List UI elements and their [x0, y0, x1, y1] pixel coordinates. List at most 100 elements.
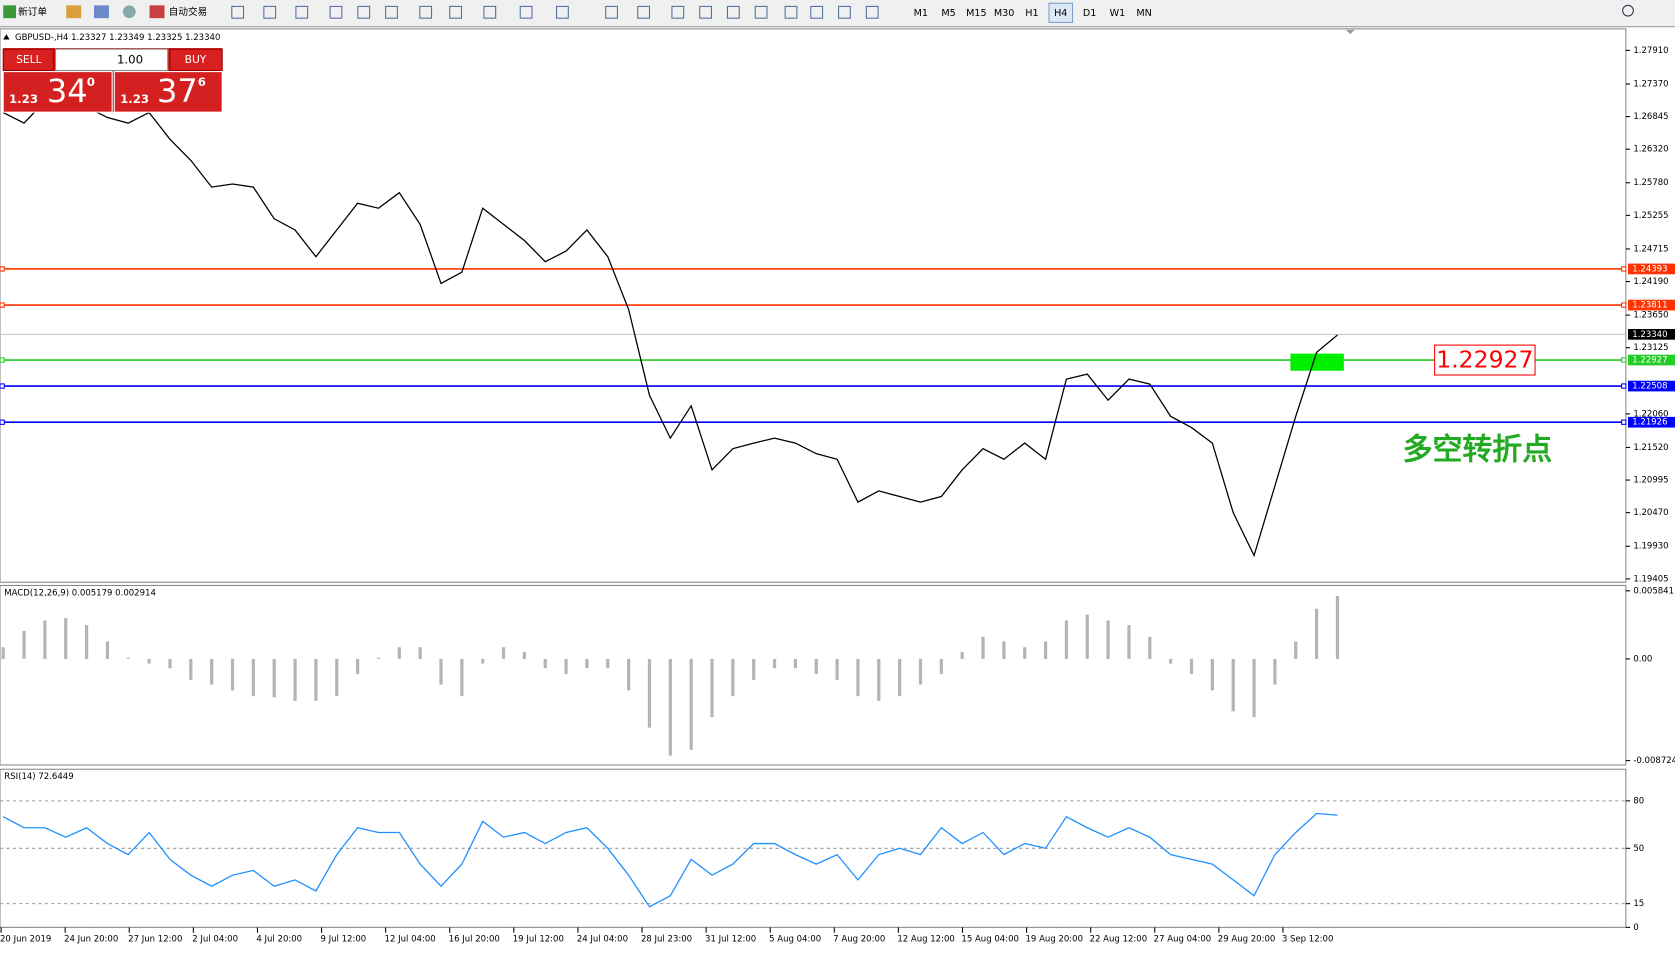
sell-button[interactable] — [2, 48, 54, 72]
x-tick-label: 4 Jul 20:00 — [256, 935, 302, 945]
x-tick-label: 5 Aug 04:00 — [769, 935, 821, 945]
auto-trading-button[interactable]: 自动交易 — [169, 6, 207, 18]
tool-icon[interactable] — [295, 5, 309, 19]
histogram-bar — [585, 658, 589, 669]
ask-prefix: 1.23 — [120, 92, 149, 106]
tool-icon[interactable] — [838, 5, 851, 19]
histogram-bar — [1085, 614, 1089, 659]
histogram-bar — [439, 658, 443, 685]
histogram-bar — [84, 625, 89, 659]
level-anchor — [1621, 419, 1627, 425]
tool-icon[interactable] — [605, 5, 618, 19]
tool-icon[interactable] — [519, 5, 533, 19]
tool-icon[interactable] — [263, 5, 277, 19]
y-tick-label: 15 — [1633, 899, 1644, 909]
y-tick-label: 1.21520 — [1633, 443, 1668, 453]
tool-icon[interactable] — [810, 5, 824, 19]
histogram-bar — [22, 630, 26, 659]
histogram-bar — [230, 658, 235, 691]
timeframe-button[interactable]: MN — [1136, 8, 1151, 19]
histogram-bar — [335, 658, 339, 697]
histogram-bar — [918, 658, 923, 685]
tool-icon[interactable] — [865, 5, 879, 19]
lot-input[interactable] — [55, 48, 169, 72]
ask-box[interactable] — [113, 71, 223, 113]
histogram-bar — [293, 658, 297, 701]
y-tick-label: 1.26320 — [1633, 145, 1668, 155]
histogram-bar — [877, 658, 881, 701]
histogram-bar — [606, 658, 610, 669]
pane-title: GBPUSD-,H4 1.23327 1.23349 1.23325 1.233… — [15, 33, 220, 43]
new-order-button[interactable]: 新订单 — [18, 6, 47, 18]
buy-button[interactable] — [169, 48, 223, 72]
tool-icon[interactable] — [122, 5, 136, 19]
y-tick-label: 1.23650 — [1633, 311, 1668, 321]
level-anchor — [0, 419, 5, 425]
histogram-bar — [627, 658, 631, 691]
tool-icon[interactable] — [66, 5, 82, 19]
x-tick-label: 29 Aug 20:00 — [1218, 935, 1276, 945]
timeframe-button[interactable]: D1 — [1083, 8, 1097, 19]
tool-icon[interactable] — [231, 5, 245, 19]
tool-icon[interactable] — [419, 5, 433, 19]
histogram-bar — [522, 651, 526, 659]
tool-icon[interactable] — [357, 5, 371, 19]
histogram-bar — [1064, 620, 1069, 659]
y-tick-label: 1.25255 — [1633, 211, 1668, 221]
timeframe-button[interactable]: H1 — [1025, 8, 1038, 19]
search-icon[interactable] — [1622, 4, 1634, 17]
bid-box[interactable] — [2, 71, 113, 113]
tool-icon[interactable] — [449, 5, 463, 19]
timeframe-button[interactable]: M15 — [966, 8, 987, 19]
level-anchor — [1621, 383, 1627, 389]
histogram-bar — [772, 658, 777, 669]
timeframe-button[interactable]: M30 — [994, 8, 1015, 19]
histogram-bar — [147, 658, 151, 664]
histogram-bar — [501, 647, 506, 659]
sell-label[interactable]: SELL — [16, 53, 41, 66]
level-label-box — [1627, 263, 1675, 275]
level-anchor — [0, 266, 5, 272]
new-order-icon[interactable] — [3, 5, 17, 19]
price-note-box — [1434, 344, 1536, 376]
y-tick-label: 1.26845 — [1633, 112, 1668, 122]
auto-trading-icon[interactable] — [149, 5, 165, 19]
timeframe-button[interactable]: M1 — [914, 8, 928, 19]
x-tick-label: 24 Jun 20:00 — [64, 935, 118, 945]
macd-pane — [0, 584, 1627, 766]
tool-icon[interactable] — [637, 5, 651, 19]
buy-label[interactable]: BUY — [185, 53, 207, 66]
level-label-box — [1627, 354, 1675, 366]
tool-icon[interactable] — [385, 5, 398, 19]
tool-icon[interactable] — [784, 5, 798, 19]
tool-icon[interactable] — [556, 5, 569, 19]
timeframe-button[interactable]: W1 — [1110, 8, 1126, 19]
histogram-bar — [564, 658, 568, 675]
histogram-bar — [460, 658, 464, 697]
timeframe-button[interactable]: M5 — [941, 8, 955, 19]
x-tick-label: 24 Jul 04:00 — [577, 935, 628, 945]
histogram-bar — [793, 658, 798, 669]
timeframe-button[interactable]: H4 — [1054, 8, 1067, 19]
histogram-bar — [710, 658, 714, 718]
level-anchor — [1621, 266, 1627, 272]
x-tick-label: 22 Aug 12:00 — [1090, 935, 1148, 945]
histogram-bar — [689, 658, 693, 750]
histogram-bar — [272, 658, 276, 698]
tool-icon[interactable] — [699, 5, 712, 19]
histogram-bar — [210, 658, 214, 685]
tool-icon[interactable] — [754, 5, 768, 19]
tool-icon[interactable] — [329, 5, 343, 19]
histogram-bar — [64, 618, 68, 659]
level-label-box — [1627, 299, 1675, 311]
level-label: 1.23811 — [1632, 301, 1667, 311]
tool-icon[interactable] — [94, 5, 109, 19]
lot-value[interactable]: 1.00 — [117, 52, 143, 66]
level-label: 1.22508 — [1632, 382, 1667, 392]
tool-icon[interactable] — [671, 5, 685, 19]
tool-icon[interactable] — [726, 5, 740, 19]
x-tick-label: 19 Aug 20:00 — [1026, 935, 1084, 945]
tool-icon[interactable] — [483, 5, 497, 19]
